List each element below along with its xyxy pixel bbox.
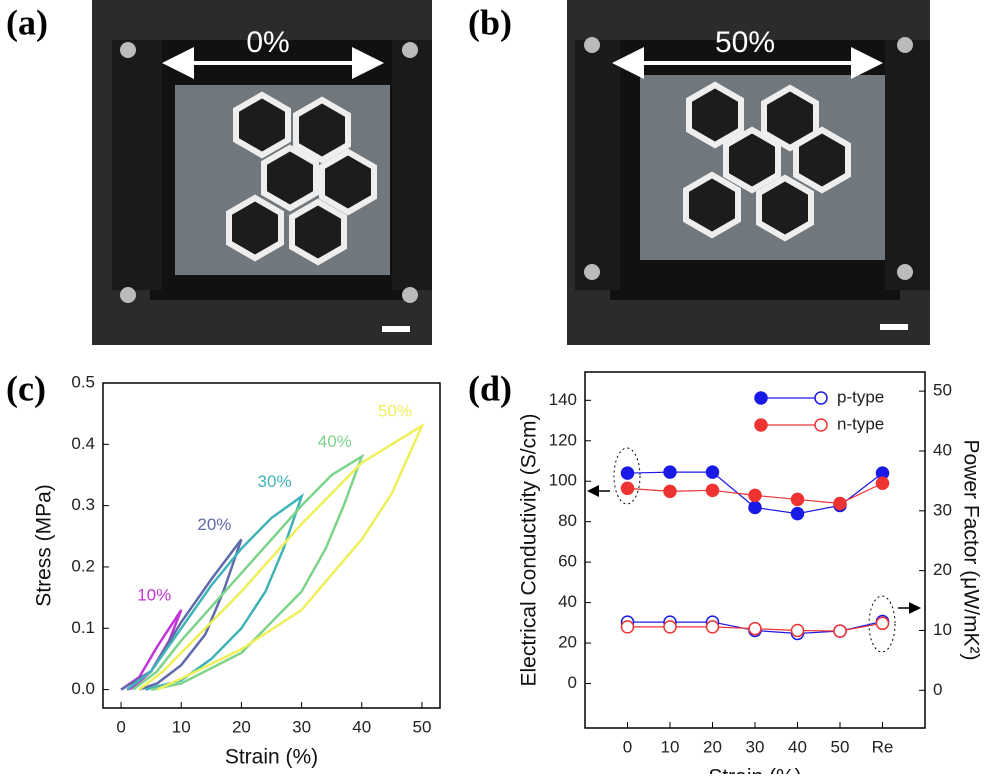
loop-label: 50% [378, 401, 412, 420]
marker [790, 492, 805, 507]
marker [748, 621, 762, 636]
y-tick-label: 0.4 [71, 434, 95, 453]
marker [833, 496, 847, 511]
y-tick-label: 0 [568, 673, 577, 692]
y-axis-title: Electrical Conductivity (S/cm) [518, 413, 541, 686]
y-tick-label: 40 [558, 592, 577, 611]
marker [663, 465, 677, 479]
y-tick-label: 0.5 [71, 372, 95, 391]
y-tick-label: 60 [558, 552, 577, 571]
x-tick-label: 20 [232, 717, 251, 736]
marker [814, 391, 828, 405]
stress-strain-loop [132, 453, 365, 691]
stress-strain-loop [120, 609, 183, 691]
stress-strain-loop [138, 422, 425, 691]
x-tick-label: 10 [172, 717, 191, 736]
marker [790, 506, 805, 521]
y-tick-label: 120 [549, 430, 577, 449]
marker [620, 620, 635, 634]
y-tick-label: 0.3 [71, 495, 95, 514]
photo-a: 0% [92, 0, 432, 345]
panel-label: (a) [6, 2, 48, 42]
y2-tick-label: 50 [933, 381, 952, 400]
y-axis-title: Stress (MPa) [33, 484, 56, 607]
x-tick-label: 40 [352, 717, 371, 736]
marker [663, 620, 677, 634]
marker [814, 418, 828, 432]
marker [620, 481, 635, 496]
marker [663, 484, 677, 499]
y2-tick-label: 10 [933, 620, 952, 639]
panel-label: (b) [468, 2, 512, 42]
x-tick-label: 30 [746, 737, 765, 756]
y2-axis-title: Power Factor (μW/mK²) [959, 440, 982, 661]
marker [875, 616, 890, 631]
stress-strain-loop [120, 538, 243, 691]
marker [748, 500, 762, 515]
loop-label: 20% [197, 515, 231, 534]
y-tick-label: 0.2 [71, 556, 95, 575]
marker [620, 466, 635, 480]
y-tick-label: 0.1 [71, 618, 95, 637]
marker [705, 483, 720, 498]
x-tick-label: 50 [412, 717, 431, 736]
x-axis-title: Strain (%) [708, 766, 801, 774]
y2-tick-label: 0 [933, 680, 942, 699]
panel-label: (d) [468, 368, 512, 408]
marker [875, 476, 890, 490]
y-tick-label: 100 [549, 471, 577, 490]
marker [754, 391, 768, 405]
highlight-ellipse [613, 447, 641, 505]
strain-label: 0% [246, 26, 289, 59]
loop-label: 10% [137, 585, 171, 604]
marker [833, 624, 847, 638]
x-tick-label: 40 [788, 737, 807, 756]
marker [705, 465, 720, 479]
x-tick-label: Re [872, 737, 894, 756]
loop-label: 40% [318, 432, 352, 451]
stress-strain-loop [126, 493, 305, 691]
x-axis-title: Strain (%) [225, 746, 318, 769]
y-tick-label: 80 [558, 511, 577, 530]
y-tick-label: 0.0 [71, 679, 95, 698]
legend-label: p-type [837, 387, 884, 406]
x-tick-label: 0 [623, 737, 632, 756]
legend-label: n-type [837, 414, 884, 433]
panel-label: (c) [6, 368, 46, 408]
photo-b: 50% [567, 0, 930, 345]
y2-tick-label: 40 [933, 440, 952, 459]
y-tick-label: 140 [549, 390, 577, 409]
marker [705, 620, 720, 634]
x-tick-label: 10 [661, 737, 680, 756]
y2-tick-label: 30 [933, 500, 952, 519]
loop-label: 30% [258, 472, 292, 491]
x-tick-label: 0 [116, 717, 125, 736]
x-tick-label: 50 [831, 737, 850, 756]
y-tick-label: 20 [558, 633, 577, 652]
marker [748, 488, 762, 503]
marker [754, 418, 768, 432]
marker [790, 623, 805, 638]
x-tick-label: 20 [703, 737, 722, 756]
strain-label: 50% [715, 26, 775, 59]
y2-tick-label: 20 [933, 560, 952, 579]
x-tick-label: 30 [292, 717, 311, 736]
plot-frame [102, 382, 441, 709]
